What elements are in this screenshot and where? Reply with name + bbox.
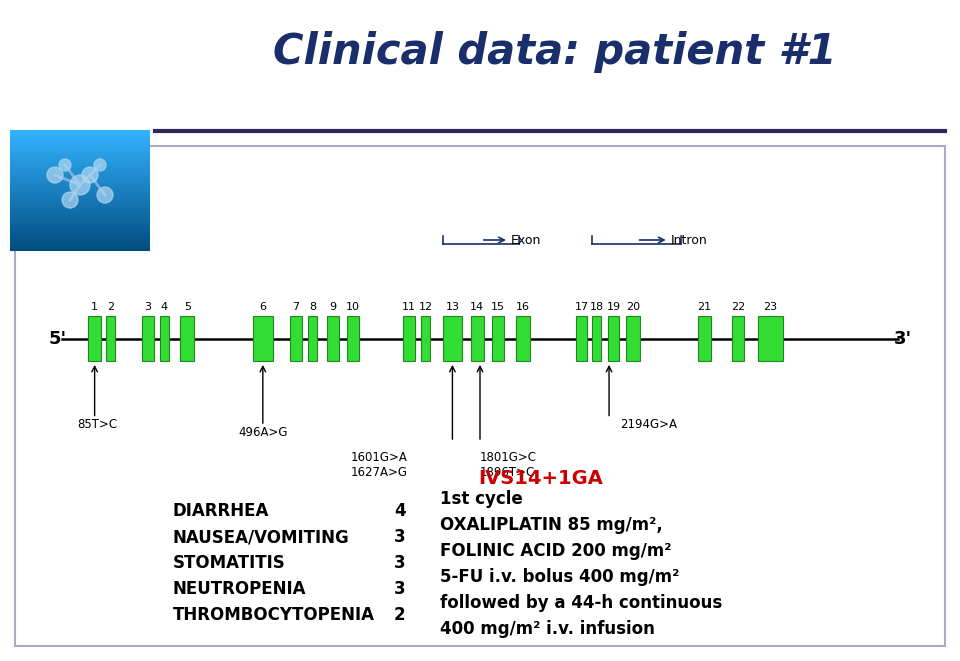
Text: 12: 12 <box>419 302 433 312</box>
Bar <box>626 316 640 361</box>
Text: 1st cycle: 1st cycle <box>440 490 522 508</box>
Circle shape <box>59 159 71 171</box>
Text: 9: 9 <box>329 302 337 312</box>
Circle shape <box>70 175 90 195</box>
Text: 5': 5' <box>48 329 66 348</box>
Text: 10: 10 <box>346 302 360 312</box>
Bar <box>107 316 115 361</box>
Text: 11: 11 <box>402 302 416 312</box>
Bar <box>159 316 169 361</box>
Bar <box>592 316 601 361</box>
Bar <box>327 316 340 361</box>
Bar <box>492 316 504 361</box>
Text: 4: 4 <box>395 502 406 520</box>
Text: 1801G>C
1896T>C: 1801G>C 1896T>C <box>480 451 537 479</box>
Bar <box>757 316 782 361</box>
Circle shape <box>62 192 78 208</box>
Text: Exon: Exon <box>511 233 541 247</box>
Circle shape <box>82 167 98 183</box>
Text: 20: 20 <box>626 302 640 312</box>
Text: 4: 4 <box>160 302 168 312</box>
Text: 3: 3 <box>145 302 152 312</box>
Text: 6: 6 <box>259 302 266 312</box>
Bar <box>402 316 415 361</box>
Bar <box>443 316 462 361</box>
Bar <box>290 316 302 361</box>
Text: 85T>C: 85T>C <box>78 418 118 432</box>
Bar <box>732 316 744 361</box>
Text: 5-FU i.v. bolus 400 mg/m²: 5-FU i.v. bolus 400 mg/m² <box>440 568 680 586</box>
Circle shape <box>94 159 106 171</box>
Text: 22: 22 <box>731 302 745 312</box>
Text: 3: 3 <box>395 554 406 572</box>
Text: IVS14+1GA: IVS14+1GA <box>478 469 603 488</box>
Text: 496A>G: 496A>G <box>238 426 287 439</box>
Bar <box>698 316 710 361</box>
Text: THROMBOCYTOPENIA: THROMBOCYTOPENIA <box>173 606 375 624</box>
Text: STOMATITIS: STOMATITIS <box>173 554 286 572</box>
Text: 23: 23 <box>763 302 778 312</box>
Text: 2194G>A: 2194G>A <box>620 418 678 432</box>
Text: 13: 13 <box>445 302 460 312</box>
Circle shape <box>47 167 63 183</box>
Text: 8: 8 <box>309 302 316 312</box>
Text: 14: 14 <box>470 302 485 312</box>
Bar <box>576 316 587 361</box>
Text: Intron: Intron <box>671 233 708 247</box>
Text: 17: 17 <box>574 302 588 312</box>
Text: 3: 3 <box>395 528 406 546</box>
Bar <box>516 316 530 361</box>
Text: 16: 16 <box>516 302 530 312</box>
Text: followed by a 44-h continuous: followed by a 44-h continuous <box>440 594 722 611</box>
Text: 18: 18 <box>589 302 604 312</box>
Bar <box>88 316 101 361</box>
Bar <box>421 316 430 361</box>
Text: 3: 3 <box>395 580 406 598</box>
Text: Clinical data: patient #1: Clinical data: patient #1 <box>274 31 837 73</box>
Text: 1601G>A
1627A>G: 1601G>A 1627A>G <box>351 451 408 479</box>
Text: 15: 15 <box>491 302 505 312</box>
Bar <box>609 316 619 361</box>
Text: DIARRHEA: DIARRHEA <box>173 502 270 520</box>
Text: 7: 7 <box>292 302 300 312</box>
Text: FOLINIC ACID 200 mg/m²: FOLINIC ACID 200 mg/m² <box>440 541 671 559</box>
Text: 400 mg/m² i.v. infusion: 400 mg/m² i.v. infusion <box>440 619 655 637</box>
Circle shape <box>97 187 113 203</box>
Text: 2: 2 <box>108 302 114 312</box>
Text: NAUSEA/VOMITING: NAUSEA/VOMITING <box>173 528 349 546</box>
Text: NEUTROPENIA: NEUTROPENIA <box>173 580 306 598</box>
Text: OXALIPLATIN 85 mg/m²,: OXALIPLATIN 85 mg/m², <box>440 516 662 533</box>
Text: 3': 3' <box>894 329 912 348</box>
Text: 19: 19 <box>607 302 620 312</box>
Bar <box>253 316 273 361</box>
Bar <box>471 316 484 361</box>
Text: 2: 2 <box>395 606 406 624</box>
Bar <box>15 146 945 646</box>
Text: 5: 5 <box>183 302 191 312</box>
Text: 1: 1 <box>91 302 98 312</box>
Bar <box>308 316 317 361</box>
Bar <box>347 316 359 361</box>
Bar <box>142 316 155 361</box>
Text: 21: 21 <box>697 302 711 312</box>
Bar <box>180 316 194 361</box>
